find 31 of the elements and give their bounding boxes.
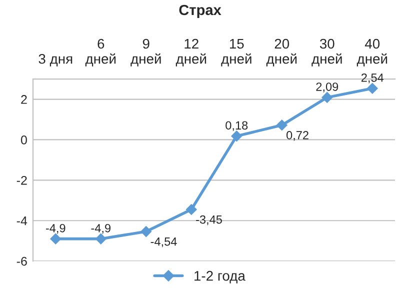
- point: [50, 233, 62, 244]
- x-tick-label: 3 дня: [38, 54, 72, 66]
- y-tick-label: -6: [16, 256, 27, 266]
- x-tick-label: 9 дней: [130, 38, 161, 66]
- x-tick-label: 15 дней: [221, 38, 252, 66]
- data-label: -4,54: [150, 238, 177, 248]
- point: [276, 120, 288, 131]
- legend-label: 1-2 года: [194, 270, 246, 284]
- data-label: -3,45: [196, 215, 222, 226]
- data-label: 2,09: [316, 82, 338, 92]
- y-tick-label: 0: [20, 136, 27, 144]
- y-tick-label: -4: [16, 216, 28, 226]
- data-label: -4,9: [46, 224, 66, 234]
- chart-title: Страх: [179, 4, 222, 18]
- x-tick-label: 40 дней: [356, 38, 388, 66]
- y-tick-label: -2: [16, 176, 27, 185]
- data-label: -4,9: [91, 224, 110, 234]
- y-tick-label: 2: [21, 95, 27, 104]
- x-tick-label: 20 дней: [266, 38, 297, 66]
- point: [322, 92, 333, 103]
- data-label: 0,18: [226, 121, 248, 131]
- point: [366, 82, 378, 94]
- point: [140, 226, 152, 237]
- x-tick-label: 12 дней: [176, 38, 206, 66]
- point: [231, 130, 242, 142]
- x-tick-label: 6 дней: [85, 38, 116, 66]
- data-label: 0,72: [286, 131, 308, 141]
- point: [95, 233, 106, 244]
- x-tick-label: 30 дней: [312, 38, 342, 66]
- point: [186, 204, 197, 215]
- data-label: 2,54: [361, 73, 384, 84]
